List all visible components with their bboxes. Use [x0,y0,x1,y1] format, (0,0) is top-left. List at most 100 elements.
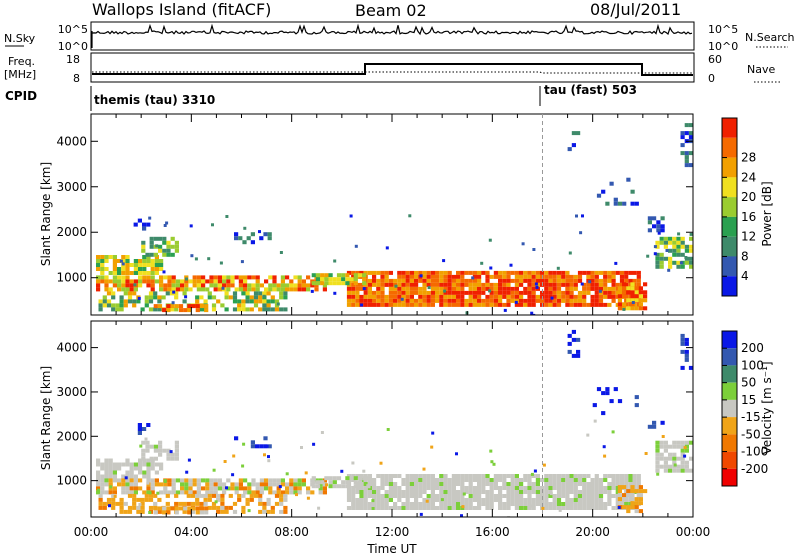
heatmap-cell [372,278,377,283]
heatmap-cell [418,286,423,291]
heatmap-cell [242,442,246,446]
heatmap-cell [550,296,554,300]
heatmap-cell [464,302,469,307]
heatmap-cell [144,303,149,308]
heatmap-cell [561,282,566,287]
heatmap-cell [217,279,222,284]
heatmap-cell [129,478,134,483]
heatmap-cell [363,294,368,299]
heatmap-cell [659,256,664,261]
heatmap-cell [622,302,627,307]
heatmap-cell [688,135,693,140]
heatmap-cell [684,444,689,449]
heatmap-cell [142,490,147,495]
heatmap-cell [111,307,116,312]
heatmap-cell [617,485,622,490]
heatmap-cell [506,270,511,275]
heatmap-cell [672,261,676,265]
x-tick-label: 00:00 [676,525,711,539]
heatmap-cell [346,490,352,494]
heatmap-cell [634,505,639,510]
heatmap-cell [556,302,562,307]
heatmap-cell [111,303,116,308]
heatmap-cell [607,494,612,498]
heatmap-cell [477,270,482,275]
heatmap-cell [607,490,612,494]
heatmap-cell [142,427,147,431]
heatmap-cell [372,482,377,486]
heatmap-cell [561,474,566,478]
heatmap-cell [376,302,381,307]
heatmap-cell [631,301,635,304]
freq-label: Freq. [8,55,35,68]
heatmap-cell [351,474,356,478]
nsky-label: N.Sky [4,32,36,45]
heatmap-cell [216,505,221,510]
heatmap-cell [418,494,423,498]
x-tick-label: 20:00 [575,525,610,539]
heatmap-cell [668,452,673,457]
heatmap-cell [268,486,273,491]
heatmap-cell [561,486,566,490]
heatmap-cell [619,270,625,275]
heatmap-cell [617,493,622,498]
colorbar-swatch [722,256,737,277]
heatmap-cell [571,143,576,148]
heatmap-cell [153,252,158,257]
heatmap-cell [167,287,172,292]
heatmap-cell [388,482,393,486]
heatmap-cell [264,482,269,487]
heatmap-cell [376,494,381,498]
heatmap-cell [456,494,461,498]
heatmap-cell [544,482,549,486]
heatmap-cell [397,494,402,498]
heatmap-cell [283,509,288,514]
heatmap-cell [689,456,693,461]
heatmap-cell [247,509,251,513]
heatmap-cell [590,482,595,486]
heatmap-cell [535,502,540,506]
heatmap-cell [393,298,398,303]
heatmap-cell [336,273,342,278]
colorbar-swatch [722,331,737,349]
heatmap-cell [684,151,689,156]
heatmap-cell [493,294,498,299]
heatmap-cell [638,493,643,498]
heatmap-cell [104,470,109,475]
heatmap-cell [636,478,641,482]
heatmap-cell [607,302,612,307]
heatmap-cell [213,490,218,495]
heatmap-cell [351,506,356,510]
heatmap-cell [561,482,566,486]
heatmap-cell [191,304,196,309]
heatmap-cell [167,490,172,495]
heatmap-cell [408,214,412,218]
heatmap-cell [324,281,329,286]
heatmap-cell [359,490,364,494]
heatmap-cell [552,506,557,510]
heatmap-cell [510,490,515,494]
heatmap-cell [544,290,549,295]
heatmap-cell [630,505,635,510]
heatmap-cell [121,283,126,288]
heatmap-cell [174,452,179,457]
heatmap-cell [207,295,212,300]
heatmap-cell [510,482,515,486]
heatmap-cell [324,476,329,481]
heatmap-cell [498,498,503,502]
heatmap-cell [289,283,294,288]
heatmap-cell [115,307,120,312]
heatmap-cell [582,494,587,498]
heatmap-cell [684,448,689,453]
heatmap-cell [203,493,208,498]
heatmap-cell [617,506,621,509]
heatmap-cell [489,274,494,279]
heatmap-cell [157,497,162,502]
heatmap-cell [191,506,196,511]
nsky-series-line [91,23,693,36]
heatmap-cell [456,278,461,283]
heatmap-cell [376,486,381,490]
heatmap-cell [506,290,511,295]
heatmap-cell [652,424,657,429]
